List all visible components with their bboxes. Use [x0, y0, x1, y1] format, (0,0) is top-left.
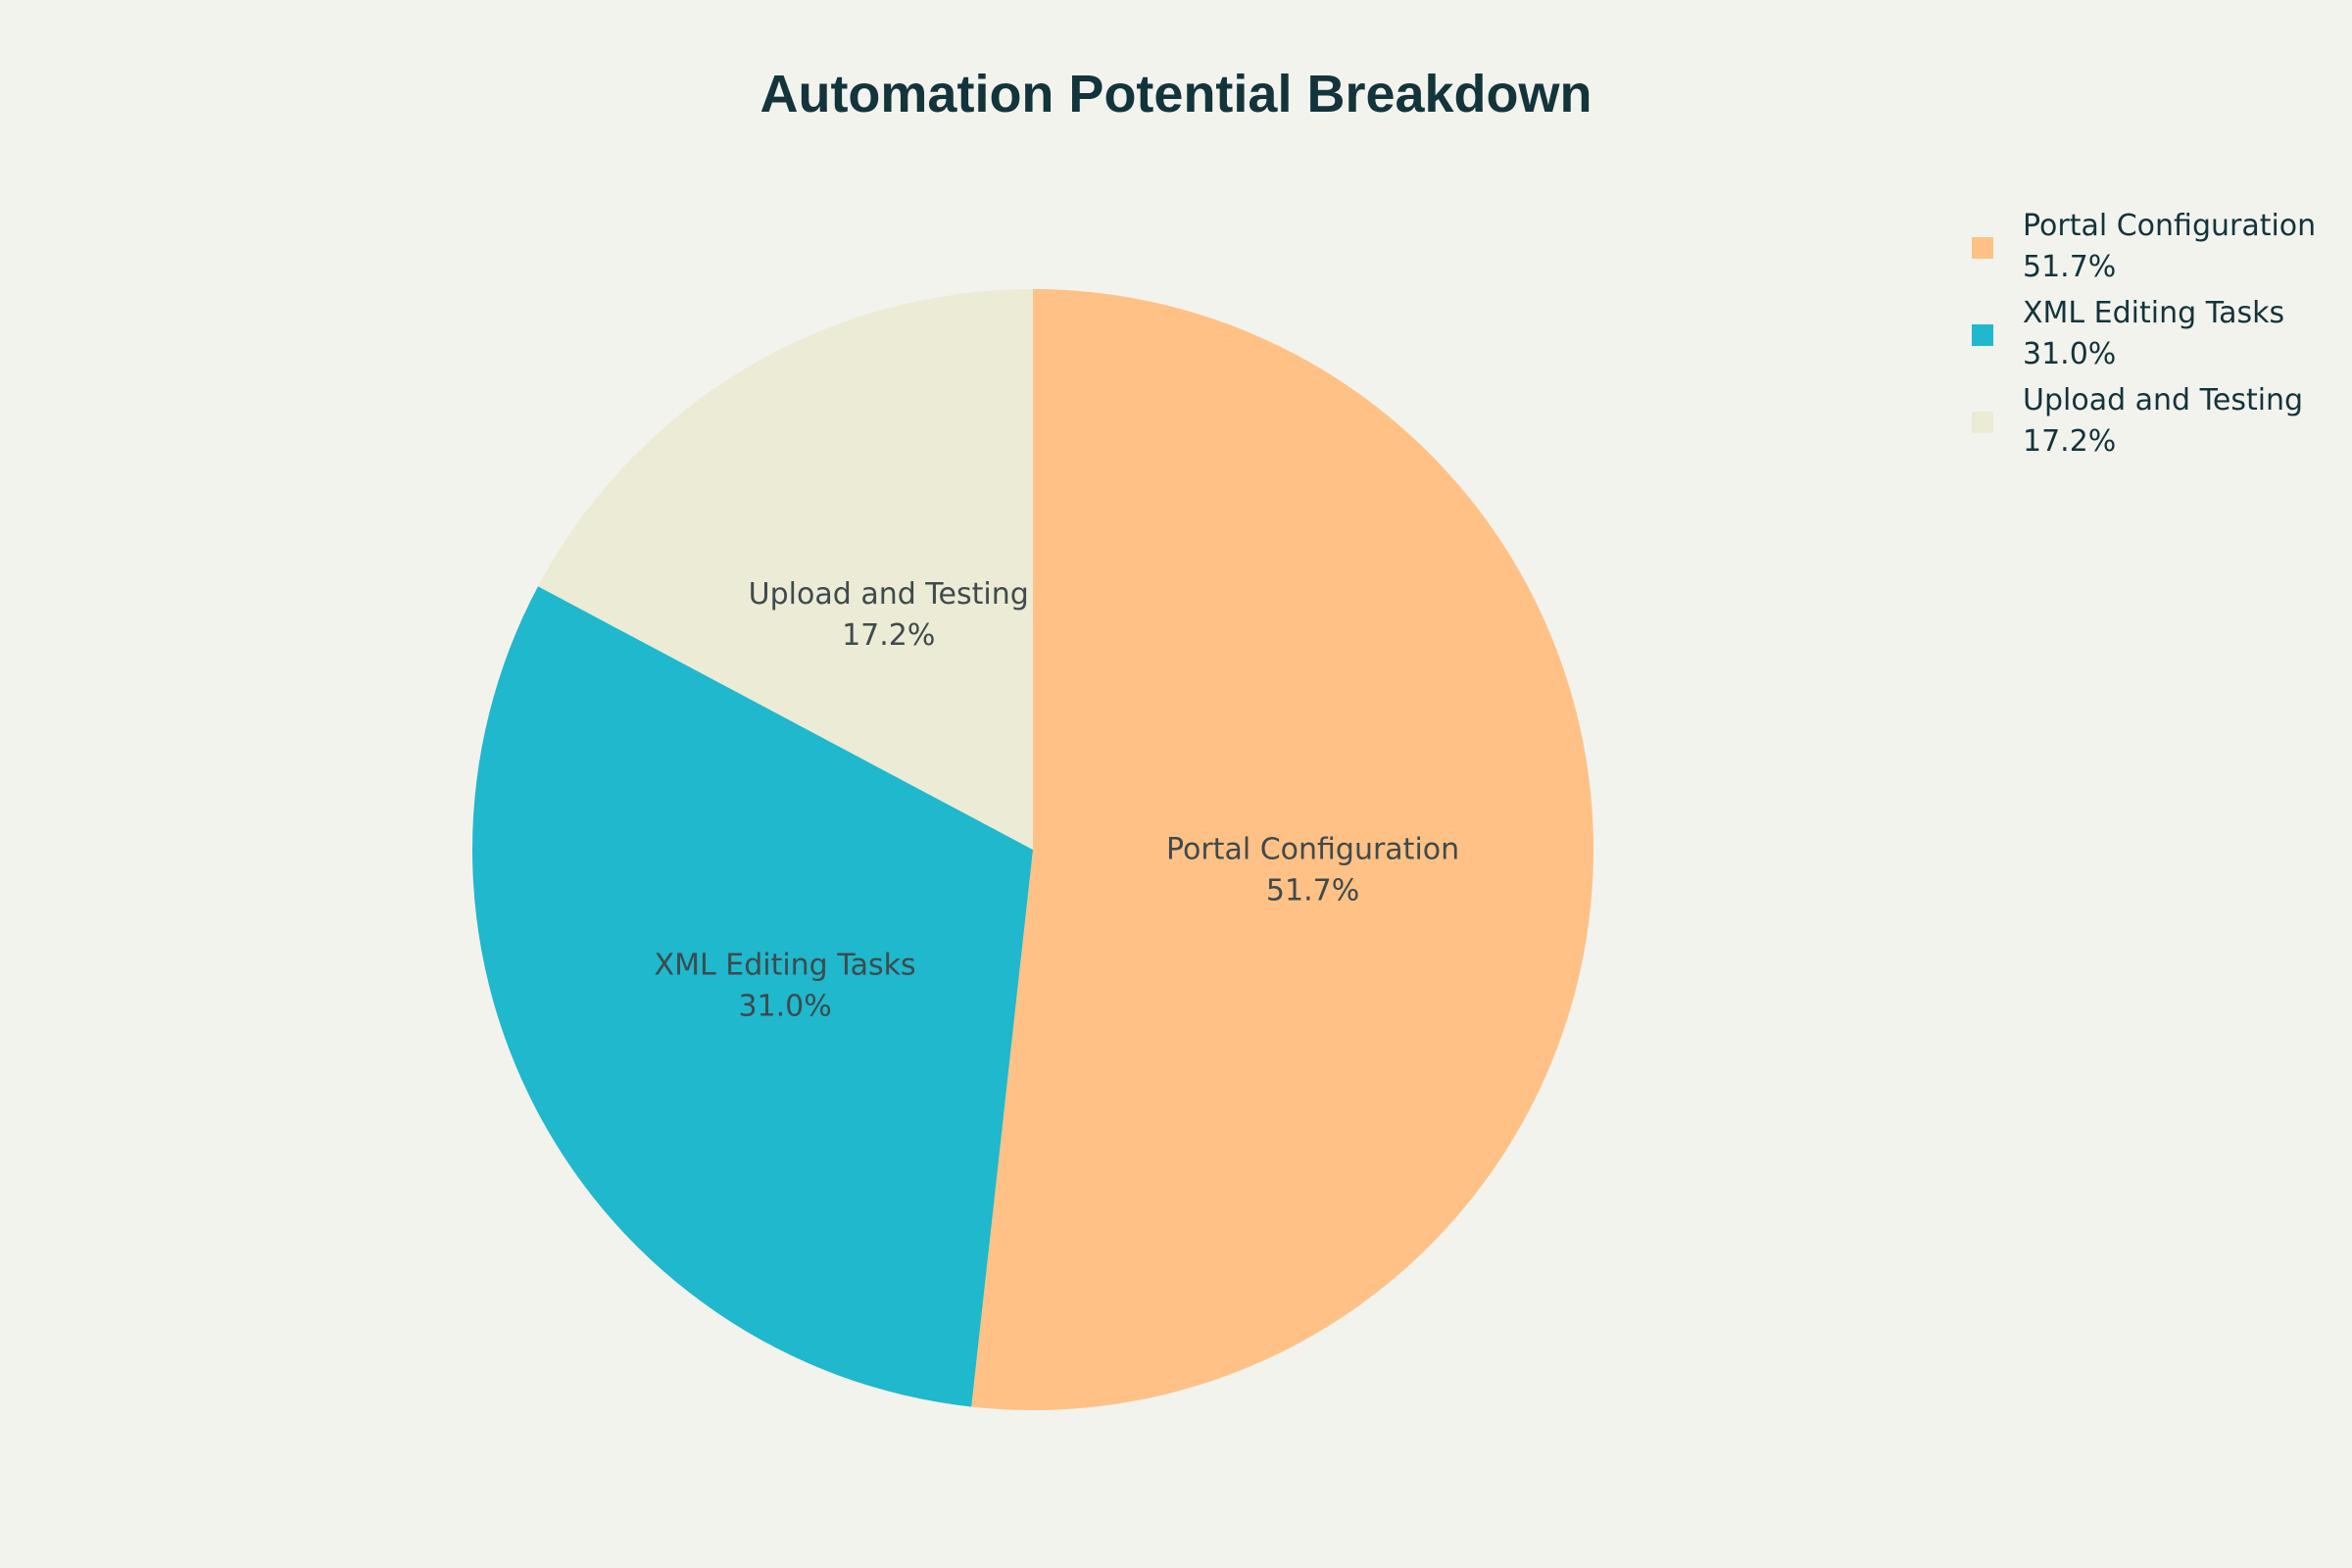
legend-label: XML Editing Tasks 31.0% [2023, 296, 2284, 371]
pie-slice-xml-editing-tasks[interactable] [472, 586, 1034, 1407]
pie-slice-upload-and-testing[interactable] [538, 289, 1033, 850]
pie-slice-portal-configuration[interactable] [971, 289, 1594, 1410]
legend-swatch [1972, 324, 1993, 346]
legend-label: Portal Configuration 51.7% [2023, 209, 2316, 284]
legend-item-portal-configuration[interactable]: Portal Configuration 51.7% [1972, 209, 2316, 284]
legend-item-xml-editing-tasks[interactable]: XML Editing Tasks 31.0% [1972, 296, 2284, 371]
legend-item-upload-and-testing[interactable]: Upload and Testing 17.2% [1972, 383, 2303, 459]
legend-swatch [1972, 412, 1993, 433]
slice-label-portal-configuration: Portal Configuration 51.7% [1166, 833, 1459, 908]
slice-label-xml-editing-tasks: XML Editing Tasks 31.0% [655, 949, 916, 1024]
legend-swatch [1972, 237, 1993, 259]
pie-slice-labels: Portal Configuration 51.7% XML Editing Tas… [655, 577, 1460, 1024]
slice-label-upload-and-testing: Upload and Testing 17.2% [749, 577, 1029, 653]
legend: Portal Configuration 51.7% XML Editing Tas… [1972, 209, 2316, 459]
chart-title: Automation Potential Breakdown [760, 65, 1592, 123]
legend-label: Upload and Testing 17.2% [2023, 383, 2303, 459]
pie-slices [472, 289, 1594, 1410]
